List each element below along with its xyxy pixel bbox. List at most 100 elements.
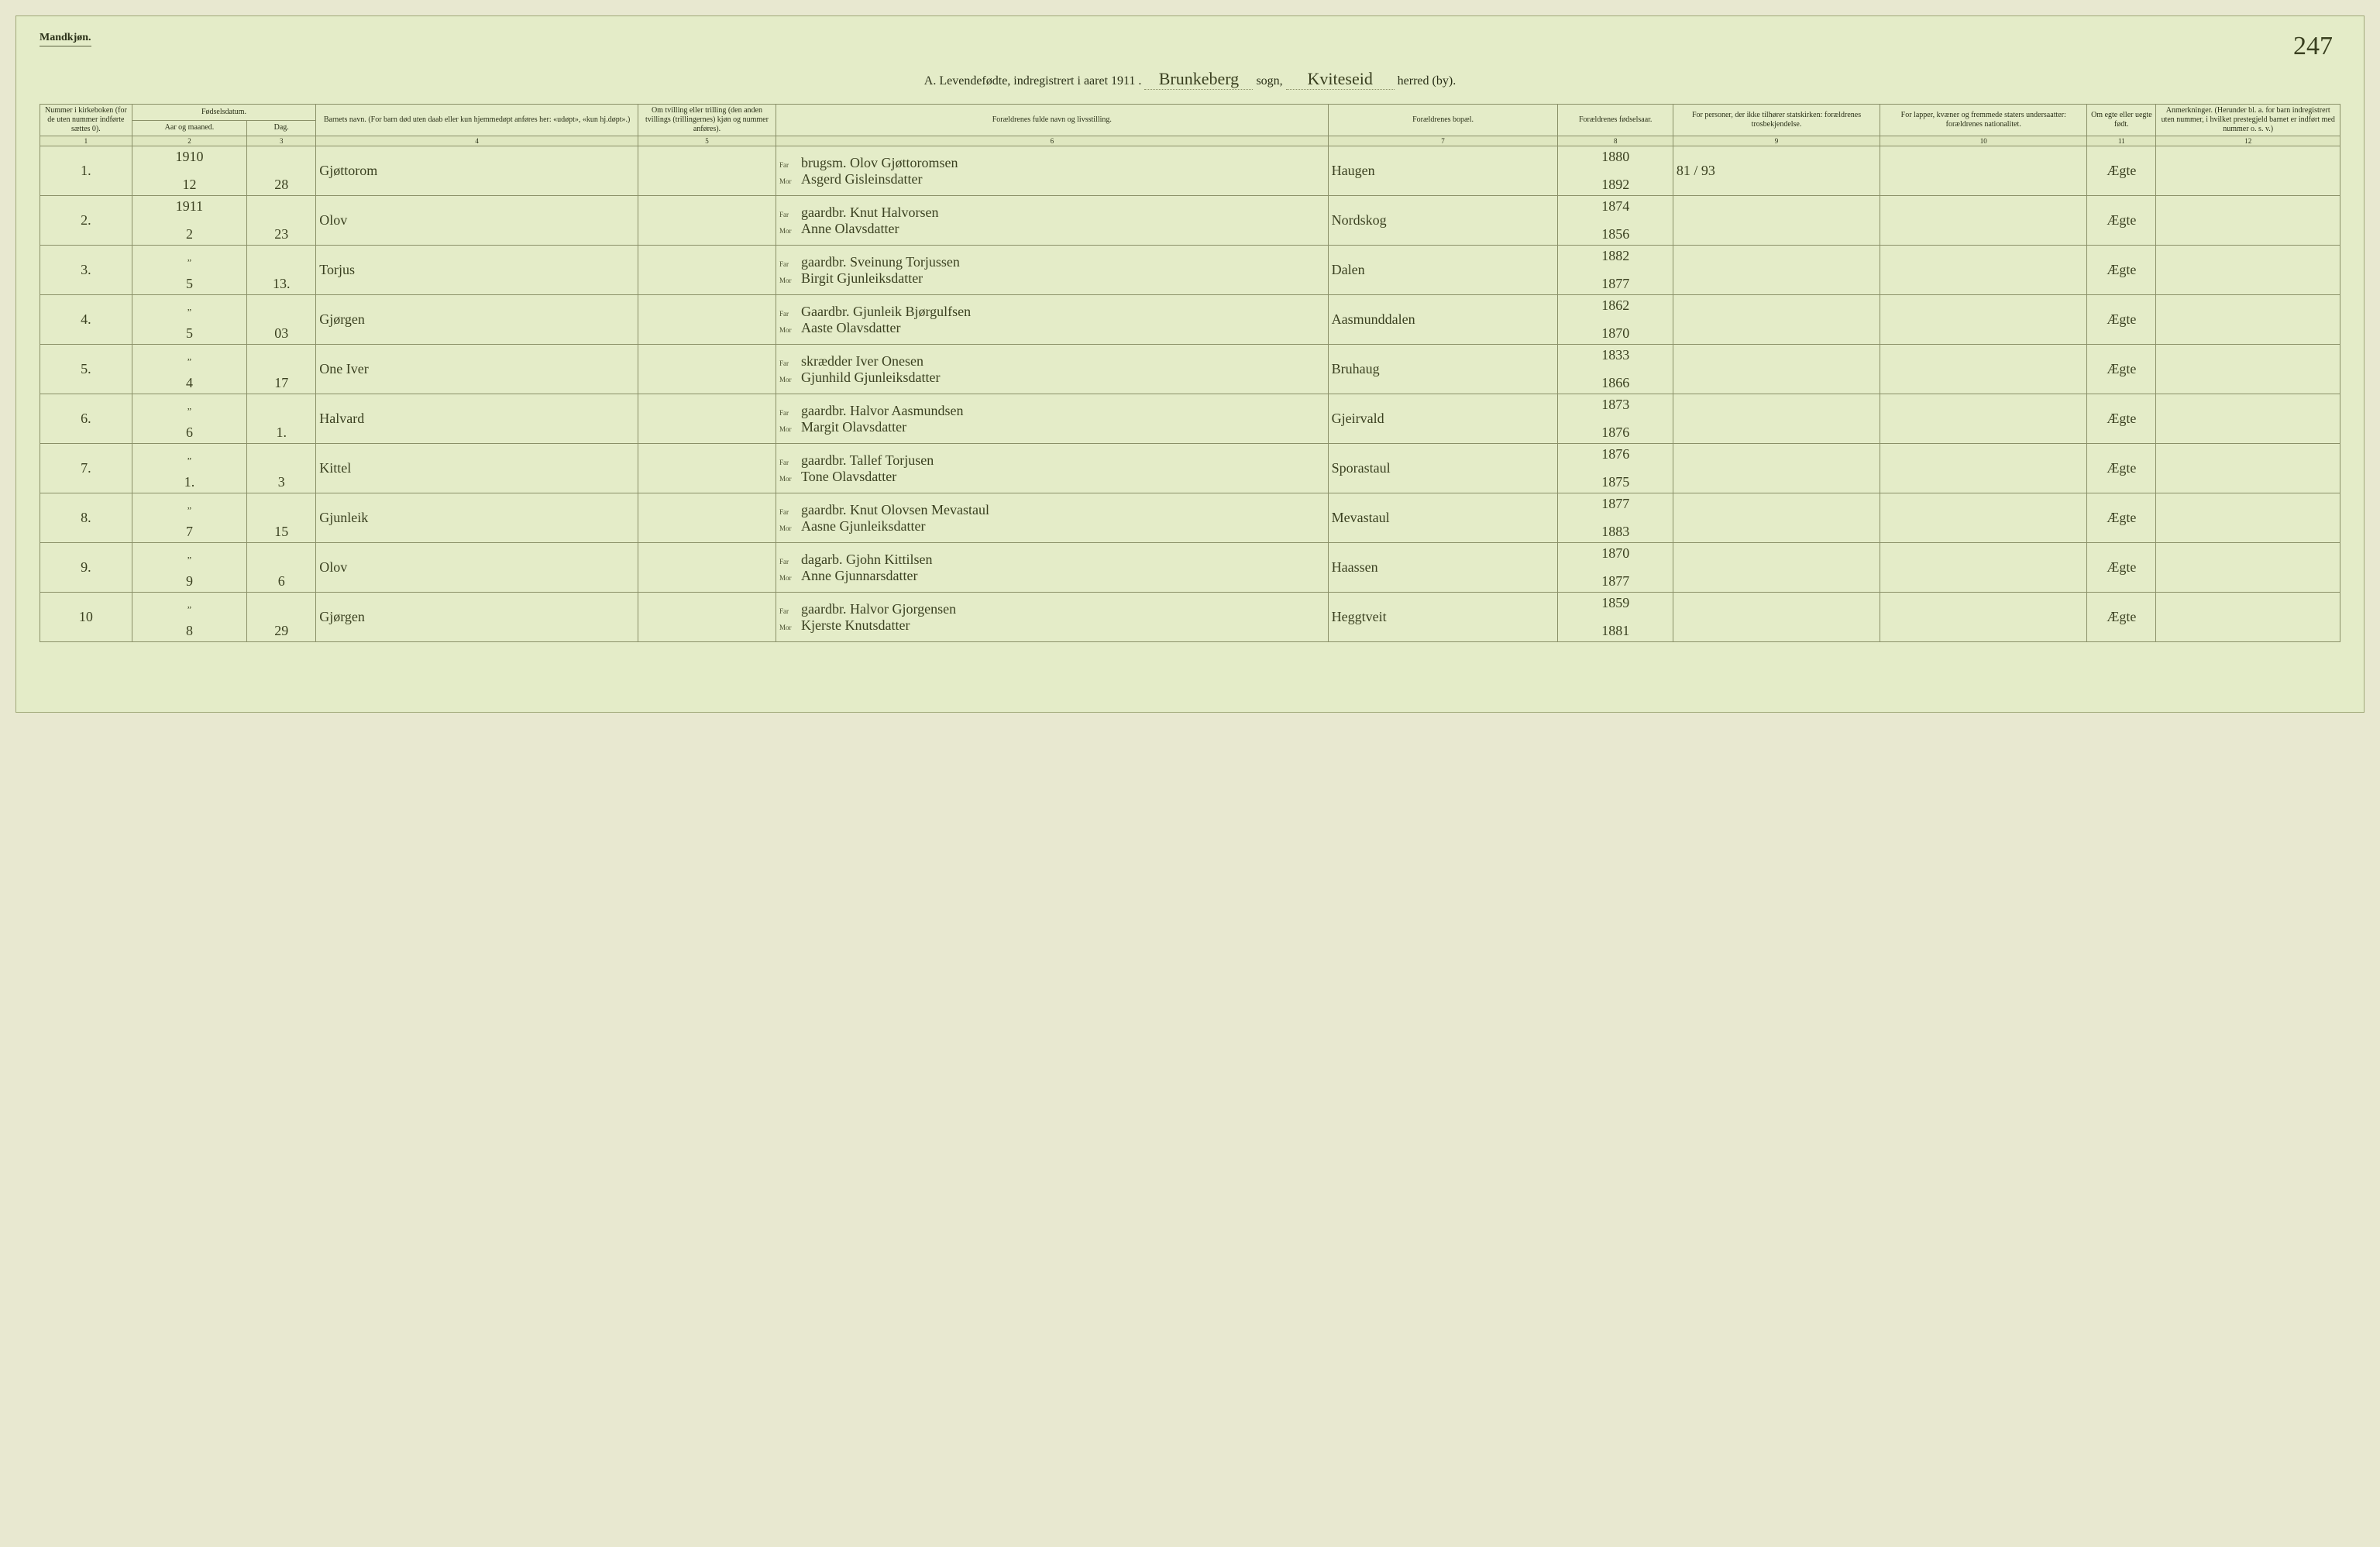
far-label: Far bbox=[779, 260, 796, 268]
col-header-5: Om tvilling eller trilling (den anden tv… bbox=[638, 105, 776, 136]
cell-parent-years: 18801892 bbox=[1558, 146, 1673, 196]
cell-nationality bbox=[1880, 295, 2087, 345]
cell-parent-years: 18821877 bbox=[1558, 246, 1673, 295]
cell-twin bbox=[638, 543, 776, 593]
table-row: 1.19101228GjøttoromFarbrugsm. Olov Gjøtt… bbox=[40, 146, 2340, 196]
cell-residence: Nordskog bbox=[1328, 196, 1558, 246]
colnum: 4 bbox=[316, 136, 638, 146]
cell-twin bbox=[638, 196, 776, 246]
cell-residence: Haugen bbox=[1328, 146, 1558, 196]
cell-child-name: Gjørgen bbox=[316, 593, 638, 642]
cell-year-month: 19112 bbox=[132, 196, 246, 246]
mor-value: Tone Olavsdatter bbox=[801, 469, 896, 485]
cell-nationality bbox=[1880, 493, 2087, 543]
cell-religion bbox=[1673, 246, 1880, 295]
cell-parents: Farskrædder Iver OnesenMorGjunhild Gjunl… bbox=[776, 345, 1329, 394]
cell-remarks bbox=[2156, 593, 2340, 642]
cell-residence: Bruhaug bbox=[1328, 345, 1558, 394]
herred-label: herred (by). bbox=[1398, 74, 1457, 88]
cell-year-month: „9 bbox=[132, 543, 246, 593]
colnum: 3 bbox=[247, 136, 316, 146]
cell-year-month: 191012 bbox=[132, 146, 246, 196]
cell-remarks bbox=[2156, 146, 2340, 196]
cell-remarks bbox=[2156, 345, 2340, 394]
col-header-2-group: Fødselsdatum. bbox=[132, 105, 316, 121]
cell-child-name: Olov bbox=[316, 196, 638, 246]
table-row: 4.„503GjørgenFarGaardbr. Gjunleik Bjørgu… bbox=[40, 295, 2340, 345]
cell-residence: Mevastaul bbox=[1328, 493, 1558, 543]
cell-parent-years: 18591881 bbox=[1558, 593, 1673, 642]
mor-label: Mor bbox=[779, 326, 796, 334]
handwritten-page-number: 247 bbox=[2293, 32, 2333, 61]
far-label: Far bbox=[779, 558, 796, 566]
table-row: 3.„513.TorjusFargaardbr. Sveinung Torjus… bbox=[40, 246, 2340, 295]
table-head: Nummer i kirke­boken (for de uten nummer… bbox=[40, 105, 2340, 146]
cell-parent-years: 18331866 bbox=[1558, 345, 1673, 394]
cell-child-name: Gjunleik bbox=[316, 493, 638, 543]
cell-legitimacy: Ægte bbox=[2087, 493, 2156, 543]
far-label: Far bbox=[779, 508, 796, 516]
cell-number: 4. bbox=[40, 295, 132, 345]
cell-nationality bbox=[1880, 543, 2087, 593]
cell-twin bbox=[638, 444, 776, 493]
cell-year-month: „1. bbox=[132, 444, 246, 493]
cell-nationality bbox=[1880, 345, 2087, 394]
mor-label: Mor bbox=[779, 425, 796, 433]
cell-legitimacy: Ægte bbox=[2087, 543, 2156, 593]
col-header-6: Forældrenes fulde navn og livsstilling. bbox=[776, 105, 1329, 136]
cell-remarks bbox=[2156, 543, 2340, 593]
cell-nationality bbox=[1880, 394, 2087, 444]
cell-twin bbox=[638, 345, 776, 394]
cell-twin bbox=[638, 593, 776, 642]
cell-legitimacy: Ægte bbox=[2087, 196, 2156, 246]
col-header-8: For­ældrenes fødsels­aar. bbox=[1558, 105, 1673, 136]
cell-twin bbox=[638, 246, 776, 295]
cell-year-month: „5 bbox=[132, 295, 246, 345]
mor-value: Birgit Gjunleiksdatter bbox=[801, 270, 923, 287]
title-prefix: A. Levendefødte, indregistrert i aaret 1… bbox=[924, 74, 1142, 88]
cell-day: 28 bbox=[247, 146, 316, 196]
mor-label: Mor bbox=[779, 574, 796, 582]
cell-parents: FarGaardbr. Gjunleik BjørgulfsenMorAaste… bbox=[776, 295, 1329, 345]
far-label: Far bbox=[779, 607, 796, 615]
far-value: gaardbr. Knut Olovsen Mevastaul bbox=[801, 502, 989, 518]
table-row: 6.„61.HalvardFargaardbr. Halvor Aasmunds… bbox=[40, 394, 2340, 444]
cell-parents: Fargaardbr. Knut HalvorsenMorAnne Olavsd… bbox=[776, 196, 1329, 246]
cell-legitimacy: Ægte bbox=[2087, 444, 2156, 493]
mor-value: Asgerd Gisleinsdatter bbox=[801, 171, 922, 187]
cell-child-name: Gjøttorom bbox=[316, 146, 638, 196]
table-row: 2.1911223OlovFargaardbr. Knut HalvorsenM… bbox=[40, 196, 2340, 246]
col-header-11: Om egte eller uegte født. bbox=[2087, 105, 2156, 136]
mor-label: Mor bbox=[779, 624, 796, 631]
cell-number: 1. bbox=[40, 146, 132, 196]
cell-number: 10 bbox=[40, 593, 132, 642]
cell-child-name: Torjus bbox=[316, 246, 638, 295]
cell-child-name: Halvard bbox=[316, 394, 638, 444]
cell-parent-years: 18761875 bbox=[1558, 444, 1673, 493]
cell-residence: Dalen bbox=[1328, 246, 1558, 295]
colnum: 10 bbox=[1880, 136, 2087, 146]
cell-number: 9. bbox=[40, 543, 132, 593]
register-page: Mandkjøn. 247 A. Levendefødte, indregist… bbox=[15, 15, 2365, 713]
register-table: Nummer i kirke­boken (for de uten nummer… bbox=[40, 104, 2340, 642]
cell-religion bbox=[1673, 345, 1880, 394]
cell-day: 13. bbox=[247, 246, 316, 295]
cell-remarks bbox=[2156, 493, 2340, 543]
cell-religion: 81 / 93 bbox=[1673, 146, 1880, 196]
cell-religion bbox=[1673, 543, 1880, 593]
cell-legitimacy: Ægte bbox=[2087, 394, 2156, 444]
cell-parent-years: 18741856 bbox=[1558, 196, 1673, 246]
cell-legitimacy: Ægte bbox=[2087, 295, 2156, 345]
col-header-7: Forældrenes bopæl. bbox=[1328, 105, 1558, 136]
mor-label: Mor bbox=[779, 227, 796, 235]
cell-child-name: Olov bbox=[316, 543, 638, 593]
table-row: 8.„715GjunleikFargaardbr. Knut Olovsen M… bbox=[40, 493, 2340, 543]
mor-value: Gjunhild Gjunleiksdatter bbox=[801, 370, 940, 386]
cell-twin bbox=[638, 295, 776, 345]
table-row: 10„829GjørgenFargaardbr. Halvor Gjorgens… bbox=[40, 593, 2340, 642]
far-label: Far bbox=[779, 459, 796, 466]
cell-remarks bbox=[2156, 444, 2340, 493]
mor-label: Mor bbox=[779, 376, 796, 383]
cell-legitimacy: Ægte bbox=[2087, 593, 2156, 642]
mor-value: Aasne Gjunleiksdatter bbox=[801, 518, 925, 535]
